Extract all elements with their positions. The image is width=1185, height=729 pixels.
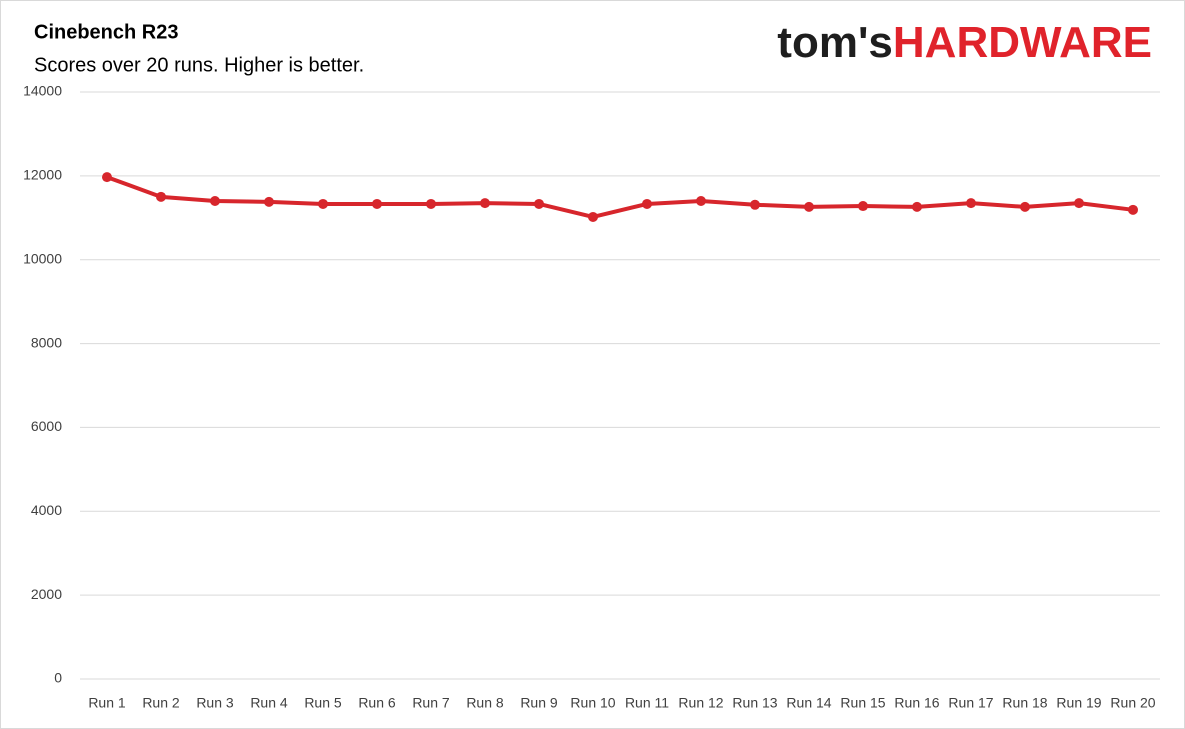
data-point — [102, 172, 112, 183]
logo-brand: tom's — [777, 18, 893, 67]
data-point — [318, 198, 328, 209]
y-tick-label: 12000 — [23, 167, 62, 183]
x-tick-label: Run 13 — [732, 695, 777, 711]
data-point — [264, 196, 274, 207]
x-tick-label: Run 10 — [570, 695, 615, 711]
x-tick-label: Run 14 — [786, 695, 831, 711]
x-tick-label: Run 12 — [678, 695, 723, 711]
x-tick-label: Run 19 — [1056, 695, 1101, 711]
logo: tom'sHARDWARE — [777, 18, 1152, 67]
chart-subtitle: Scores over 20 runs. Higher is better. — [34, 54, 364, 76]
y-tick-label: 10000 — [23, 250, 62, 266]
x-tick-label: Run 20 — [1110, 695, 1155, 711]
y-tick-label: 2000 — [31, 586, 62, 602]
x-tick-label: Run 1 — [88, 695, 126, 711]
x-tick-label: Run 3 — [196, 695, 234, 711]
data-point — [156, 191, 166, 202]
logo-name: HARDWARE — [893, 18, 1152, 67]
data-point — [372, 198, 382, 209]
y-tick-label: 0 — [54, 670, 62, 686]
data-point — [750, 199, 760, 210]
y-tick-label: 14000 — [23, 83, 62, 99]
x-tick-label: Run 11 — [625, 695, 669, 711]
y-tick-label: 6000 — [31, 418, 62, 434]
data-line — [106, 175, 1134, 219]
x-tick-label: Run 4 — [250, 695, 288, 711]
data-point — [480, 198, 490, 209]
x-tick-label: Run 6 — [358, 695, 396, 711]
data-point — [1128, 204, 1138, 215]
data-point — [858, 201, 868, 212]
x-tick-label: Run 5 — [304, 695, 342, 711]
data-point — [588, 211, 598, 222]
x-tick-label: Run 16 — [894, 695, 939, 711]
data-point — [426, 198, 436, 209]
x-tick-label: Run 17 — [948, 695, 993, 711]
x-tick-label: Run 7 — [412, 695, 450, 711]
x-tick-label: Run 15 — [840, 695, 885, 711]
x-tick-label: Run 8 — [466, 695, 504, 711]
data-point — [210, 196, 220, 207]
x-tick-label: Run 9 — [520, 695, 558, 711]
data-point — [1074, 198, 1084, 209]
data-point — [534, 198, 544, 209]
data-point — [912, 201, 922, 212]
chart-title: Cinebench R23 — [34, 21, 178, 43]
y-tick-label: 8000 — [31, 334, 62, 350]
data-point — [1020, 201, 1030, 212]
y-tick-label: 4000 — [31, 502, 62, 518]
data-point — [966, 198, 976, 209]
x-tick-label: Run 18 — [1002, 695, 1047, 711]
data-point — [804, 201, 814, 212]
data-point — [642, 198, 652, 209]
x-tick-label: Run 2 — [142, 695, 180, 711]
data-point — [696, 196, 706, 207]
